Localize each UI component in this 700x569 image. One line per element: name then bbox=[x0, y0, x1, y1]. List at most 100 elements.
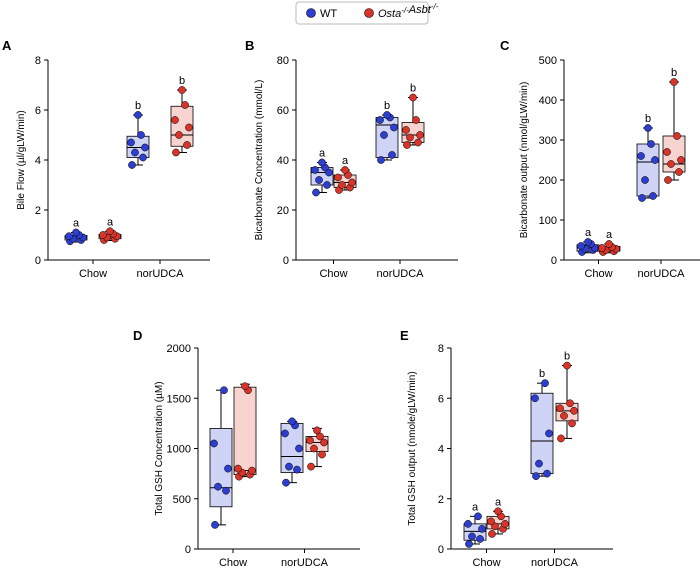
data-point bbox=[285, 462, 293, 471]
data-point bbox=[175, 131, 183, 139]
y-tick-label: 6 bbox=[438, 393, 444, 405]
box-group bbox=[233, 382, 257, 481]
panel-b: B 0 20 40 60 80 Bicarbonate Concentration (mmo… bbox=[245, 38, 458, 280]
data-point bbox=[185, 123, 193, 132]
data-point bbox=[468, 532, 476, 541]
data-point bbox=[638, 194, 646, 202]
data-point bbox=[488, 530, 496, 538]
box bbox=[530, 392, 554, 475]
data-point bbox=[605, 240, 613, 248]
significance-letter: a bbox=[73, 218, 80, 230]
y-tick-label: 300 bbox=[539, 135, 557, 147]
box-group: a bbox=[64, 218, 88, 246]
significance-letter: a bbox=[472, 501, 479, 513]
significance-letter: a bbox=[319, 148, 326, 160]
data-point bbox=[545, 429, 553, 438]
data-point bbox=[137, 131, 145, 139]
data-point bbox=[535, 459, 543, 468]
box-group: a bbox=[597, 229, 621, 256]
significance-letter: b bbox=[539, 368, 545, 380]
box-group bbox=[280, 417, 304, 487]
significance-letter: b bbox=[384, 100, 390, 112]
data-point bbox=[181, 101, 189, 109]
significance-letter: a bbox=[495, 496, 502, 508]
box-group: a bbox=[310, 148, 334, 197]
y-axis-label: Bicarbonate Concentration (mmol/L) bbox=[254, 80, 265, 241]
significance-letter: b bbox=[179, 75, 185, 87]
x-tick-label: norUDCA bbox=[531, 557, 579, 569]
legend-label-sup: -/- bbox=[401, 6, 409, 15]
data-point bbox=[318, 450, 326, 459]
box-group: b bbox=[126, 100, 150, 169]
data-point bbox=[501, 520, 509, 528]
data-point bbox=[402, 126, 410, 134]
data-point bbox=[311, 166, 319, 174]
data-point bbox=[316, 432, 324, 441]
x-tick-label: Chow bbox=[319, 268, 347, 280]
data-point bbox=[99, 231, 107, 239]
data-point bbox=[183, 141, 191, 149]
data-point bbox=[641, 176, 649, 184]
data-point bbox=[234, 464, 242, 473]
significance-letter: a bbox=[585, 227, 592, 239]
significance-letter: a bbox=[107, 216, 114, 228]
data-point bbox=[663, 148, 671, 156]
significance-letter: b bbox=[135, 100, 141, 112]
data-point bbox=[543, 469, 551, 478]
data-point bbox=[644, 124, 652, 132]
box bbox=[636, 143, 660, 197]
data-point bbox=[334, 173, 342, 182]
data-point bbox=[478, 525, 486, 533]
x-tick-label: Chow bbox=[219, 557, 247, 569]
y-tick-label: 200 bbox=[539, 175, 557, 187]
legend-label-part: Asbt bbox=[408, 4, 432, 16]
box-group: a bbox=[486, 496, 510, 538]
significance-letter: b bbox=[645, 113, 651, 125]
data-point bbox=[323, 181, 331, 189]
data-point bbox=[563, 361, 571, 370]
data-point bbox=[670, 78, 678, 86]
box-group: b bbox=[401, 83, 425, 149]
data-point bbox=[178, 86, 186, 94]
box-group: a bbox=[463, 501, 487, 548]
y-tick-label: 0 bbox=[283, 255, 289, 267]
data-point bbox=[348, 178, 356, 187]
y-tick-label: 0 bbox=[438, 544, 444, 556]
data-point bbox=[377, 156, 385, 164]
y-tick-label: 1000 bbox=[167, 444, 191, 456]
y-tick-label: 1500 bbox=[167, 393, 191, 405]
data-point bbox=[338, 181, 346, 189]
data-point bbox=[577, 242, 585, 250]
data-point bbox=[388, 151, 396, 159]
data-point bbox=[675, 168, 683, 176]
data-point bbox=[210, 439, 218, 448]
data-point bbox=[409, 93, 417, 102]
data-point bbox=[295, 444, 303, 453]
data-point bbox=[383, 111, 391, 119]
box-group bbox=[209, 386, 233, 529]
data-point bbox=[318, 158, 326, 167]
y-tick-label: 60 bbox=[277, 105, 289, 117]
data-point bbox=[128, 161, 136, 169]
box-group: b bbox=[636, 113, 660, 202]
y-tick-label: 500 bbox=[173, 494, 191, 506]
y-tick-label: 0 bbox=[35, 255, 41, 267]
data-point bbox=[282, 478, 290, 487]
y-tick-label: 4 bbox=[438, 444, 444, 456]
data-point bbox=[560, 411, 568, 420]
data-point bbox=[222, 486, 230, 495]
data-point bbox=[474, 512, 482, 521]
data-point bbox=[380, 131, 388, 139]
legend-label-1: Osta-/-Asbt-/- bbox=[378, 2, 439, 20]
y-tick-label: 40 bbox=[277, 155, 289, 167]
data-point bbox=[293, 465, 301, 474]
panel-letter-c: C bbox=[500, 38, 510, 53]
x-tick-label: Chow bbox=[584, 268, 612, 280]
box-group: b bbox=[375, 100, 399, 164]
y-tick-label: 80 bbox=[277, 55, 289, 67]
data-point bbox=[241, 382, 249, 391]
data-point bbox=[390, 123, 398, 132]
significance-letter: a bbox=[606, 229, 613, 241]
x-tick-label: Chow bbox=[79, 268, 107, 280]
